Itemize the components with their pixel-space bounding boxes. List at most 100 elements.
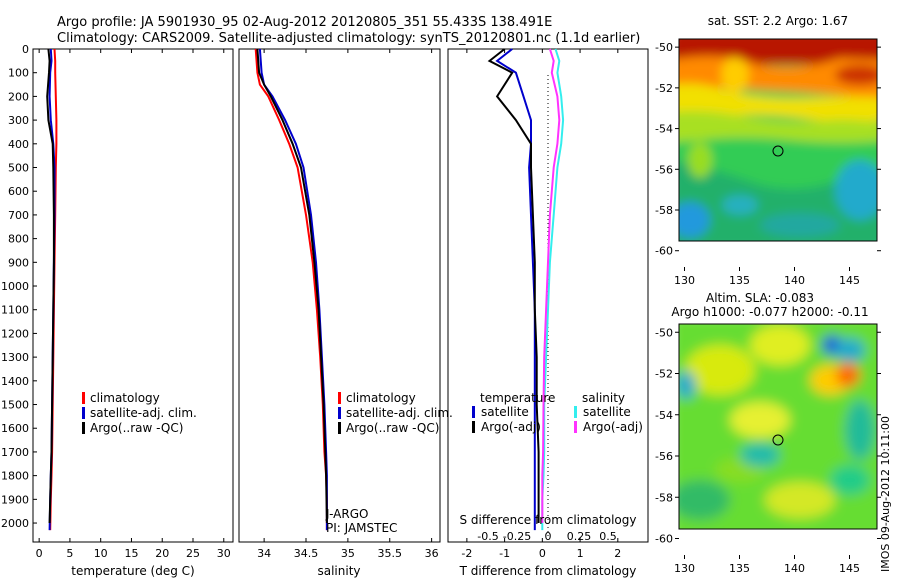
sst-map-frame — [678, 38, 878, 242]
depth-tick-label: 1000 — [1, 280, 29, 293]
legend-label: climatology — [346, 391, 416, 405]
lat-tick-label: -52 — [655, 82, 673, 95]
lon-tick-label: 145 — [839, 562, 860, 575]
x-tick-label: 10 — [94, 547, 108, 560]
difference-series-group — [487, 48, 565, 531]
float-program-label: J-ARGO — [325, 507, 368, 521]
depth-tick-label: 200 — [8, 90, 29, 103]
x-tick-label: 15 — [124, 547, 138, 560]
s-difference-label: S difference from climatology — [460, 513, 637, 527]
sst-map-panel: sat. SST: 2.2 Argo: 1.67 -50 -52 -54 -56 -58… — [655, 14, 881, 287]
depth-tick-label: 1600 — [1, 422, 29, 435]
lat-tick-label: -56 — [655, 163, 673, 176]
depth-tick-label: 2000 — [1, 517, 29, 530]
s-difference-tick-label: 0.5 — [599, 530, 617, 543]
lat-tick-label: -50 — [655, 326, 673, 339]
lat-tick-label: -52 — [655, 368, 673, 381]
legend-label: climatology — [90, 391, 160, 405]
temperature-xlabel: temperature (deg C) — [71, 564, 194, 578]
sst-lon-axis: 130 135 140 145 — [674, 267, 860, 287]
x-tick-label: 2 — [614, 547, 621, 560]
lat-tick-label: -58 — [655, 491, 673, 504]
legend-label: satellite — [583, 405, 631, 419]
sla-heatmap — [679, 324, 877, 529]
lon-tick-label: 145 — [839, 274, 860, 287]
float-pi-label: PI: JAMSTEC — [326, 521, 397, 535]
x-tick-label: 25 — [186, 547, 200, 560]
x-tick-label: 0 — [539, 547, 546, 560]
temperature-x-axis: 0 5 10 15 20 25 30 — [36, 49, 231, 560]
depth-tick-label: 1300 — [1, 351, 29, 364]
legend-label: satellite-adj. clim. — [346, 406, 453, 420]
x-tick-label: 0 — [36, 547, 43, 560]
legend-swatch — [472, 421, 475, 433]
temperature-axes-frame — [32, 48, 234, 543]
sst-argo-marker — [772, 145, 784, 157]
lat-tick-label: -58 — [655, 204, 673, 217]
lat-tick-label: -56 — [655, 450, 673, 463]
depth-tick-label: 300 — [8, 114, 29, 127]
legend-label: Argo(..raw -QC) — [90, 421, 183, 435]
salinity-x-axis: 34 34.5 35 35.5 36 — [257, 49, 439, 560]
depth-tick-label: 100 — [8, 67, 29, 80]
s-difference-tick-label: -0.25 — [503, 530, 531, 543]
series-line-2-1 — [487, 48, 540, 523]
lon-tick-label: 140 — [784, 562, 805, 575]
legend-swatch — [472, 406, 475, 418]
salinity-xlabel: salinity — [317, 564, 360, 578]
sla-map-title-line2: Argo h1000: -0.077 h2000: -0.11 — [671, 305, 868, 319]
depth-tick-label: 1400 — [1, 375, 29, 388]
depth-tick-label: 1700 — [1, 446, 29, 459]
depth-tick-label: 900 — [8, 256, 29, 269]
legend-swatch — [338, 422, 341, 434]
s-difference-ticks: -0.5 -0.25 0 0.25 0.5 — [477, 530, 616, 543]
depth-tick-label: 500 — [8, 162, 29, 175]
imos-timestamp: IMOS 09-Aug-2012 10:11:00 — [879, 416, 892, 572]
legend-label: Argo(-adj) — [583, 420, 643, 434]
x-tick-label: -1 — [499, 547, 510, 560]
depth-tick-label: 600 — [8, 185, 29, 198]
lat-tick-label: -54 — [655, 123, 673, 136]
sla-lat-axis: -50 -52 -54 -56 -58 -60 — [655, 326, 881, 546]
depth-tick-label: 0 — [22, 43, 29, 56]
x-tick-label: 35 — [341, 547, 355, 560]
legend-swatch — [338, 392, 341, 404]
lon-tick-label: 135 — [729, 562, 750, 575]
legend-swatch — [574, 421, 577, 433]
x-tick-label: 35.5 — [378, 547, 403, 560]
lat-tick-label: -60 — [655, 533, 673, 546]
x-tick-label: -2 — [461, 547, 472, 560]
series-line-2-0 — [495, 48, 536, 531]
t-difference-axis: -2 -1 0 1 2 — [461, 49, 621, 560]
x-tick-label: 5 — [66, 547, 73, 560]
lat-tick-label: -60 — [655, 245, 673, 258]
x-tick-label: 1 — [577, 547, 584, 560]
x-tick-label: 20 — [155, 547, 169, 560]
depth-tick-label: 800 — [8, 233, 29, 246]
sla-map-panel: Altim. SLA: -0.083 Argo h1000: -0.077 h2… — [655, 291, 881, 575]
sst-lat-axis: -50 -52 -54 -56 -58 -60 — [655, 41, 881, 258]
lat-tick-label: -54 — [655, 409, 673, 422]
temperature-panel: 0100200300400500600700800900100011001200… — [1, 43, 234, 578]
lon-tick-label: 140 — [784, 274, 805, 287]
depth-tick-label: 1800 — [1, 470, 29, 483]
s-difference-tick-label: -0.5 — [477, 530, 498, 543]
t-difference-xlabel: T difference from climatology — [459, 564, 637, 578]
legend-label: satellite-adj. clim. — [90, 406, 197, 420]
sla-map-frame — [678, 323, 878, 530]
sst-map-title: sat. SST: 2.2 Argo: 1.67 — [708, 14, 848, 28]
legend-title-temperature: temperature — [480, 391, 555, 405]
lon-tick-label: 130 — [674, 562, 695, 575]
x-tick-label: 34 — [257, 547, 271, 560]
legend-title-salinity: salinity — [582, 391, 625, 405]
legend-swatch — [82, 407, 85, 419]
depth-tick-label: 1200 — [1, 327, 29, 340]
s-difference-tick-label: 0 — [545, 530, 552, 543]
legend-swatch — [82, 392, 85, 404]
legend-swatch — [574, 406, 577, 418]
salinity-series-group — [254, 48, 328, 531]
depth-tick-label: 1500 — [1, 399, 29, 412]
